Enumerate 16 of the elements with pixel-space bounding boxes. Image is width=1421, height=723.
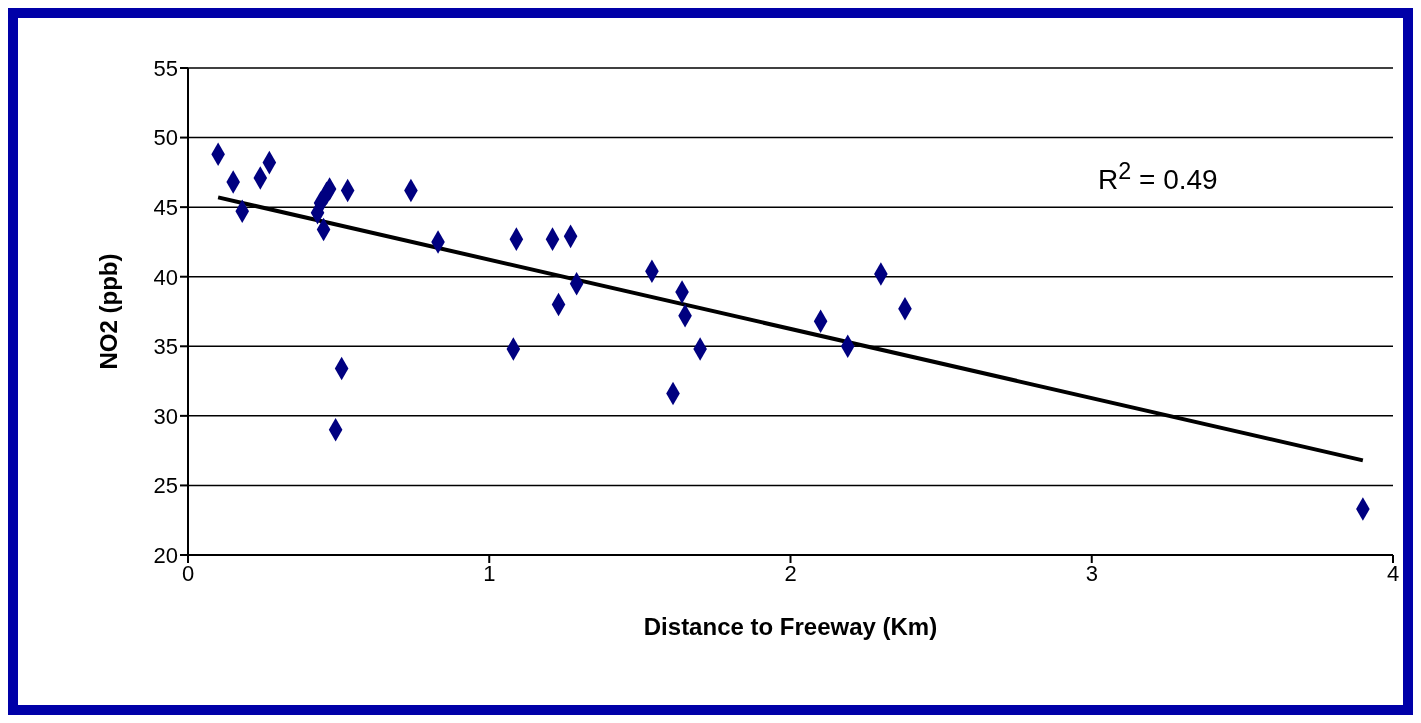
x-tick-label: 0	[181, 560, 195, 586]
y-tick-label: 25	[153, 473, 178, 499]
y-tick-label: 20	[153, 542, 178, 568]
y-tick-label: 30	[153, 403, 178, 429]
x-tick-label: 3	[1085, 560, 1098, 586]
y-tick-label: 35	[153, 334, 178, 360]
y-tick-label: 50	[153, 125, 178, 151]
x-tick-label: 1	[483, 560, 496, 586]
y-tick-label: 55	[153, 55, 178, 81]
x-tick-label: 4	[1386, 560, 1400, 586]
annotation: R$^{2}$ = 0.49	[1098, 158, 1218, 197]
y-tick-label: 40	[153, 264, 178, 290]
x-tick-label: 2	[784, 560, 797, 586]
x-axis-title: Distance to Freeway (Km)	[643, 613, 938, 640]
y-axis-title: NO2 (ppb)	[94, 253, 122, 370]
y-tick-label: 45	[153, 194, 178, 220]
